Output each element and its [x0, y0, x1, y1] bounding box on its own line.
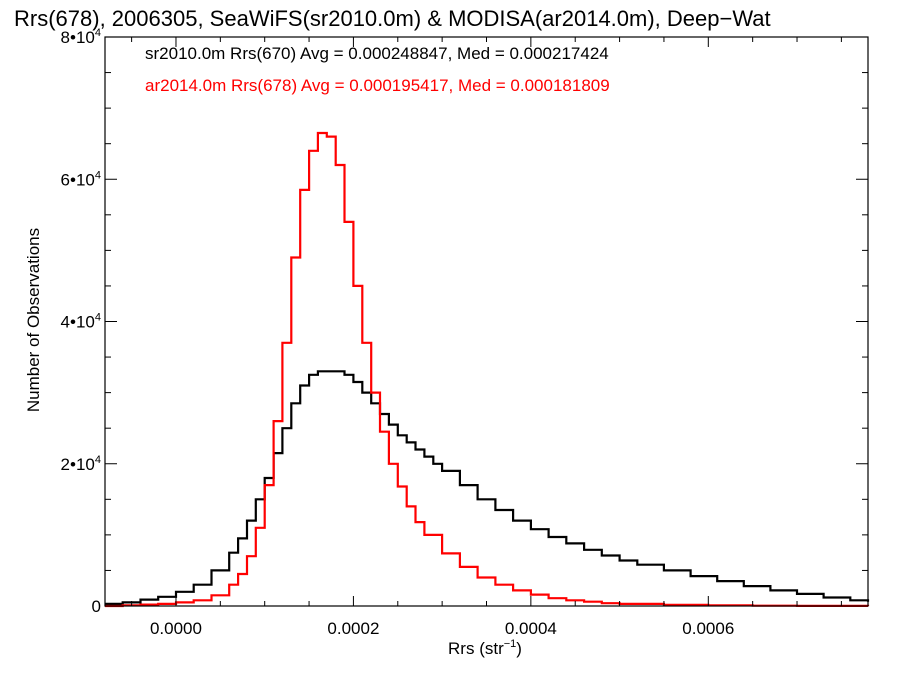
- series-line-0: [105, 370, 870, 605]
- x-axis-label-sup: −1: [504, 638, 517, 650]
- chart-title: Rrs(678), 2006305, SeaWiFS(sr2010.0m) & …: [14, 6, 771, 31]
- x-axis: 0.0000 0.0002 0.0004 0.0006: [131, 37, 842, 638]
- legend: sr2010.0m Rrs(670) Avg = 0.000248847, Me…: [145, 44, 610, 95]
- y-tick-label: 0: [92, 597, 101, 616]
- legend-entry-sr2010: sr2010.0m Rrs(670) Avg = 0.000248847, Me…: [145, 44, 609, 63]
- x-tick-label: 0.0000: [150, 619, 202, 638]
- series-line-1: [105, 131, 870, 608]
- x-axis-label: Rrs (str−1): [448, 638, 522, 658]
- y-tick-label: 8•104: [61, 27, 101, 47]
- y-tick-label: 6•104: [61, 169, 101, 189]
- x-tick-label: 0.0004: [505, 619, 557, 638]
- x-axis-label-end: ): [516, 639, 522, 658]
- y-tick-label: 4•104: [61, 312, 101, 332]
- y-tick-label: 2•104: [61, 454, 101, 474]
- y-axis-label: Number of Observations: [24, 228, 43, 412]
- x-axis-label-main: Rrs (str: [448, 639, 504, 658]
- series-layer: [105, 131, 870, 608]
- x-tick-label: 0.0002: [327, 619, 379, 638]
- y-axis: 0 2•104 4•104 6•104 8•104: [61, 27, 868, 616]
- x-tick-label: 0.0006: [682, 619, 734, 638]
- legend-entry-ar2014: ar2014.0m Rrs(678) Avg = 0.000195417, Me…: [145, 76, 610, 95]
- plot-frame: [104, 36, 869, 607]
